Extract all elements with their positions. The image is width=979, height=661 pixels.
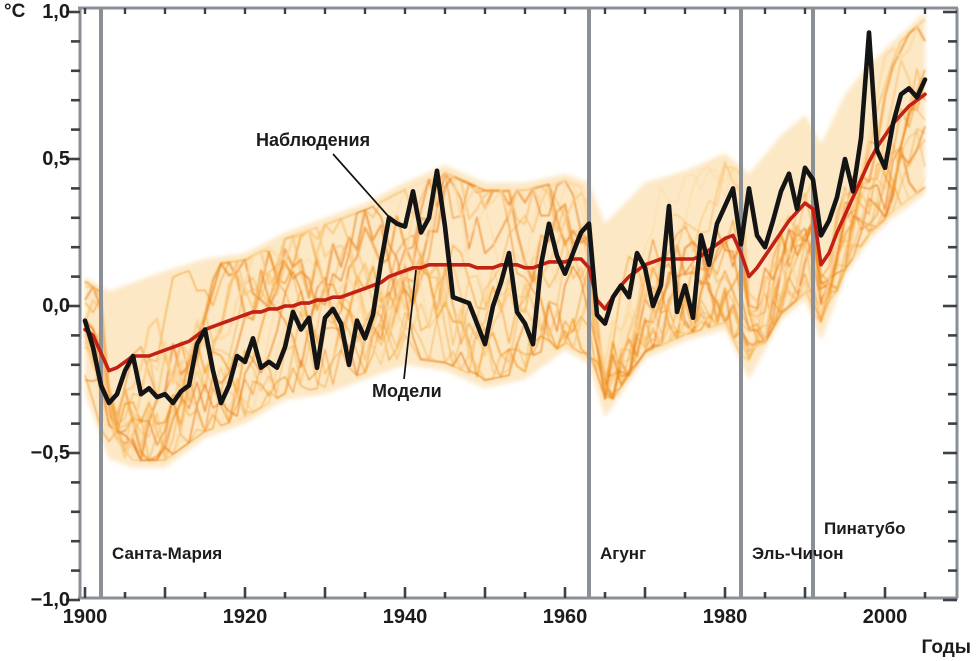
volcano-label-el-chichon: Эль-Чичон: [752, 544, 844, 563]
x-tick-label-1900: 1900: [62, 606, 108, 628]
y-tick-label-1.0: 1,0: [42, 1, 70, 23]
observations-line: [82, 30, 928, 406]
volcano-label-agung: Агунг: [600, 544, 647, 563]
ensemble-member-line: [84, 18, 926, 461]
y-tick-label--0.5: −0,5: [30, 442, 70, 464]
x-axis-title: Годы: [921, 637, 971, 658]
x-tick-label-1980: 1980: [702, 606, 748, 628]
y-tick-label--1.0: −1,0: [30, 589, 70, 611]
annotation-observations: Наблюдения: [256, 130, 371, 150]
volcano-label-pinatubo: Пинатубо: [824, 519, 906, 538]
ensemble-member-line: [83, 18, 926, 459]
x-tick-label-1940: 1940: [382, 606, 428, 628]
pointer-observations: [332, 153, 390, 218]
ensemble-member-line: [84, 125, 926, 446]
volcano-lines: [99, 8, 815, 597]
pointer-models: [403, 269, 417, 380]
observations-path: [82, 30, 928, 406]
ensemble-member-line: [84, 67, 926, 462]
annotation-models: Модели: [372, 381, 442, 401]
ensemble-member-line: [84, 81, 926, 461]
y-axis-unit-label: °C: [4, 1, 26, 22]
ensemble-member-line: [84, 59, 926, 461]
y-tick-label-0.0: 0,0: [42, 295, 70, 317]
axes: [66, 6, 959, 602]
y-tick-label-0.5: 0,5: [42, 148, 70, 170]
x-tick-label-2000: 2000: [862, 606, 908, 628]
volcano-label-santa-maria: Санта-Мария: [112, 544, 223, 563]
ensemble-member-line: [85, 130, 926, 457]
model-ensemble-lines: [83, 18, 926, 462]
annotation-pointers: [332, 153, 417, 380]
ensemble-member-line: [84, 25, 926, 462]
x-tick-label-1960: 1960: [542, 606, 588, 628]
x-tick-label-1920: 1920: [222, 606, 268, 628]
